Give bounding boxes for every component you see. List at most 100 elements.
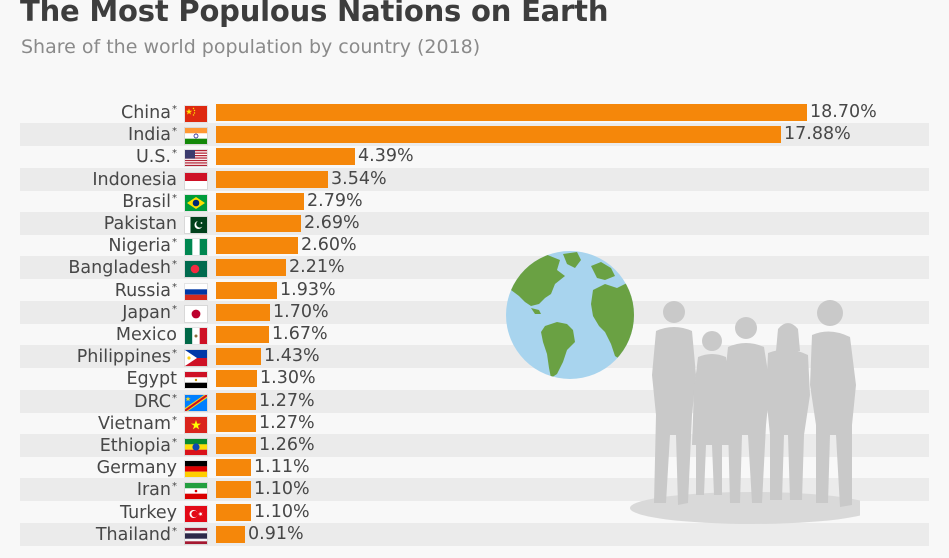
country-name: U.S. — [135, 147, 171, 168]
indonesia-flag-icon — [185, 172, 207, 189]
country-label: Brasil* — [122, 191, 177, 213]
bar-row-us: U.S.* 4.39% — [0, 146, 949, 170]
ethiopia-flag-icon — [185, 439, 207, 455]
row-stripe — [20, 522, 929, 546]
country-label: Thailand* — [96, 524, 177, 546]
country-name: Turkey — [120, 502, 177, 523]
footnote-asterisk: * — [172, 192, 177, 204]
bar-row-nigeria: Nigeria* 2.60% — [0, 235, 949, 259]
country-label: Egypt — [127, 368, 178, 390]
bar-row-philippines: Philippines* 1.43% — [0, 346, 949, 370]
country-name: Thailand — [95, 524, 171, 545]
bar-row-indonesia: Indonesia 3.54% — [0, 169, 949, 193]
country-label: Philippines* — [77, 346, 177, 368]
country-label: Nigeria* — [108, 235, 177, 257]
thailand-flag-icon — [185, 527, 207, 544]
country-label: U.S.* — [136, 146, 177, 168]
bar-row-germany: Germany 1.11% — [0, 457, 949, 481]
country-name: Bangladesh — [68, 258, 171, 279]
country-name: India — [128, 125, 171, 146]
value-label: 2.69% — [304, 213, 360, 233]
vietnam-flag-icon — [185, 416, 207, 433]
india-flag-icon — [185, 128, 207, 145]
country-name: Mexico — [115, 325, 177, 345]
country-name: Ethiopia — [99, 436, 171, 456]
bar — [216, 126, 781, 144]
country-name: Egypt — [126, 369, 178, 390]
value-label: 1.43% — [264, 346, 320, 367]
bar-row-mexico: Mexico 1.67% — [0, 324, 949, 348]
bar-row-iran: Iran* 1.10% — [0, 479, 949, 503]
country-label: India* — [128, 124, 177, 146]
bar — [216, 437, 256, 454]
footnote-asterisk: * — [172, 104, 177, 115]
footnote-asterisk: * — [172, 525, 177, 537]
bar-row-bangladesh: Bangladesh* 2.21% — [0, 257, 949, 281]
bar — [216, 303, 270, 321]
pakistan-flag-icon — [185, 217, 207, 233]
value-label: 2.60% — [301, 235, 357, 256]
country-name: Japan — [122, 302, 171, 323]
chart-subtitle: Share of the world population by country… — [21, 36, 481, 58]
people-silhouette-icon — [630, 300, 860, 524]
bar — [216, 215, 301, 232]
us-flag-icon — [185, 150, 207, 167]
bar-row-china: China* 18.70% — [0, 102, 949, 126]
value-label: 17.88% — [784, 124, 851, 145]
country-label: Vietnam* — [98, 413, 177, 435]
footnote-asterisk: * — [172, 126, 177, 138]
bar — [216, 148, 355, 166]
bar — [216, 259, 286, 277]
footnote-asterisk: * — [172, 281, 177, 293]
value-label: 1.11% — [254, 457, 310, 478]
nigeria-flag-icon — [185, 239, 207, 256]
bar — [216, 170, 328, 188]
country-label: Turkey — [120, 502, 177, 524]
value-label: 1.26% — [259, 435, 315, 455]
country-name: DRC — [134, 391, 171, 412]
country-name: Indonesia — [92, 169, 177, 190]
footnote-asterisk: * — [172, 437, 177, 448]
footnote-asterisk: * — [172, 148, 177, 160]
egypt-flag-icon — [185, 372, 207, 389]
bar — [216, 503, 251, 521]
country-label: Germany — [97, 457, 177, 479]
value-label: 4.39% — [358, 146, 414, 167]
country-name: Russia — [114, 280, 171, 301]
bar-row-pakistan: Pakistan 2.69% — [0, 213, 949, 237]
country-name: Pakistan — [103, 214, 177, 234]
china-flag-icon — [185, 106, 207, 122]
bar — [216, 414, 256, 432]
bar-row-turkey: Turkey 1.10% — [0, 502, 949, 526]
value-label: 18.70% — [810, 102, 877, 122]
value-label: 1.27% — [259, 390, 315, 411]
country-label: China* — [121, 102, 177, 124]
footnote-asterisk: * — [172, 237, 177, 249]
philippines-flag-icon — [185, 350, 207, 367]
bar — [216, 459, 251, 477]
value-label: 0.91% — [248, 523, 304, 544]
drc-flag-icon — [185, 394, 207, 411]
bangladesh-flag-icon — [185, 261, 207, 278]
footnote-asterisk: * — [172, 303, 177, 315]
country-name: China — [121, 103, 171, 123]
value-label: 1.10% — [254, 479, 310, 500]
bar-row-egypt: Egypt 1.30% — [0, 368, 949, 392]
country-name: Germany — [96, 458, 177, 479]
country-label: DRC* — [134, 391, 177, 413]
bar-row-thailand: Thailand* 0.91% — [0, 523, 949, 548]
country-label: Japan* — [122, 302, 177, 324]
footnote-asterisk: * — [172, 392, 177, 404]
country-name: Philippines — [76, 347, 171, 368]
mexico-flag-icon — [185, 328, 207, 344]
bar-row-vietnam: Vietnam* 1.27% — [0, 412, 949, 437]
bar — [216, 525, 245, 543]
value-label: 1.70% — [273, 301, 329, 322]
country-label: Mexico — [116, 324, 177, 346]
russia-flag-icon — [185, 283, 207, 300]
value-label: 1.27% — [259, 412, 315, 433]
bar-row-brazil: Brasil* 2.79% — [0, 190, 949, 215]
bar — [216, 281, 277, 299]
value-label: 2.79% — [307, 190, 363, 211]
bar-row-russia: Russia* 1.93% — [0, 280, 949, 304]
